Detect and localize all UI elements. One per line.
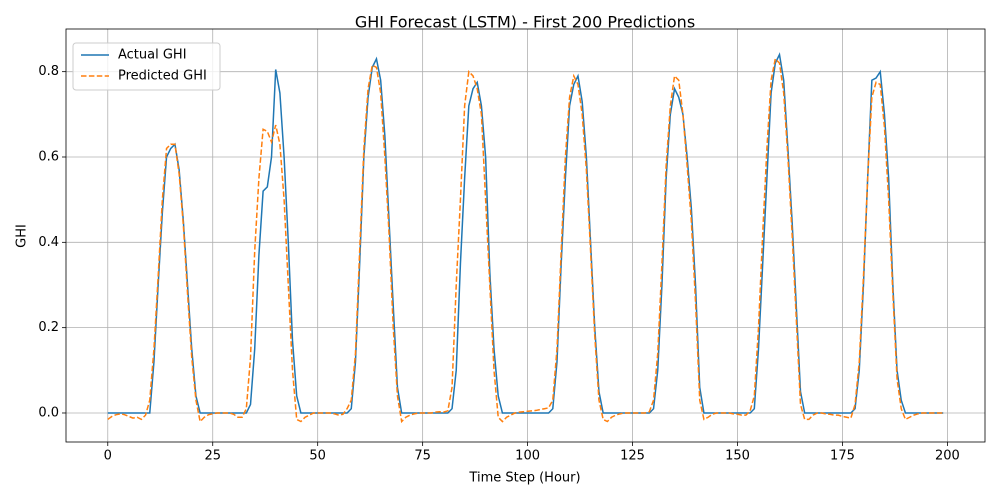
x-tick-label: 50 [309, 449, 326, 464]
plot-area: 0 25 50 75 100 125 150 175 200 0.0 0.2 0.4 0.6 0.8 Act… [38, 29, 985, 464]
x-tick-label: 150 [725, 449, 750, 464]
axes-frame [65, 28, 986, 443]
y-tick-label: 0.0 [38, 405, 59, 420]
x-tick-label: 125 [620, 449, 645, 464]
x-tick-label: 175 [830, 449, 855, 464]
y-axis-label: GHI [15, 224, 30, 248]
legend-label: Actual GHI [118, 48, 187, 63]
y-tick-label: 0.8 [38, 64, 59, 79]
legend-box [72, 42, 221, 91]
x-tick-label: 200 [935, 449, 960, 464]
y-tick-label: 0.2 [38, 320, 59, 335]
x-tick-label: 75 [414, 449, 431, 464]
x-tick-label: 25 [204, 449, 221, 464]
y-tick-label: 0.4 [38, 235, 59, 250]
x-tick-label: 100 [515, 449, 540, 464]
x-tick-label: 0 [104, 449, 112, 464]
y-tick-label: 0.6 [38, 149, 59, 164]
legend-label: Predicted GHI [118, 69, 207, 84]
x-axis-label: Time Step (Hour) [468, 471, 580, 486]
series-line [107, 57, 944, 424]
series-line [107, 52, 944, 414]
chart-title: GHI Forecast (LSTM) - First 200 Predicti… [355, 13, 695, 32]
